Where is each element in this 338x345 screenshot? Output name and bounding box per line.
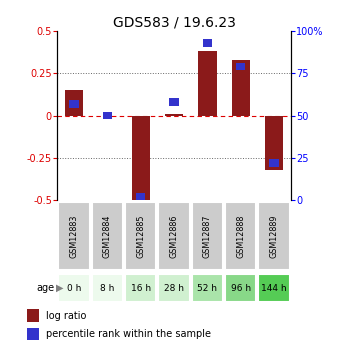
Bar — [65, 90, 83, 116]
FancyBboxPatch shape — [159, 202, 190, 270]
FancyBboxPatch shape — [92, 202, 123, 270]
Bar — [203, 39, 212, 47]
FancyBboxPatch shape — [225, 274, 256, 302]
Bar — [165, 114, 183, 116]
Text: 96 h: 96 h — [231, 284, 251, 293]
FancyBboxPatch shape — [192, 274, 223, 302]
Text: log ratio: log ratio — [46, 311, 86, 321]
Text: GSM12888: GSM12888 — [236, 215, 245, 258]
Bar — [69, 100, 79, 108]
Text: GSM12884: GSM12884 — [103, 215, 112, 258]
Text: GSM12885: GSM12885 — [136, 215, 145, 258]
FancyBboxPatch shape — [58, 202, 90, 270]
Text: GSM12887: GSM12887 — [203, 215, 212, 258]
Text: 8 h: 8 h — [100, 284, 115, 293]
FancyBboxPatch shape — [125, 274, 156, 302]
Bar — [131, 116, 150, 200]
Text: GSM12889: GSM12889 — [269, 215, 279, 258]
Bar — [136, 193, 145, 200]
Bar — [269, 159, 279, 167]
Bar — [198, 51, 217, 116]
Bar — [236, 63, 245, 70]
FancyBboxPatch shape — [92, 274, 123, 302]
Text: GSM12886: GSM12886 — [170, 215, 178, 258]
Text: 0 h: 0 h — [67, 284, 81, 293]
FancyBboxPatch shape — [125, 202, 156, 270]
Bar — [103, 112, 112, 119]
Bar — [169, 98, 179, 106]
Bar — [232, 60, 250, 116]
Bar — [27, 328, 39, 340]
Title: GDS583 / 19.6.23: GDS583 / 19.6.23 — [113, 16, 236, 30]
Text: 28 h: 28 h — [164, 284, 184, 293]
Text: age: age — [36, 283, 54, 293]
FancyBboxPatch shape — [258, 274, 290, 302]
FancyBboxPatch shape — [258, 202, 290, 270]
Text: percentile rank within the sample: percentile rank within the sample — [46, 329, 211, 339]
Text: GSM12883: GSM12883 — [70, 215, 79, 258]
FancyBboxPatch shape — [192, 202, 223, 270]
Bar — [27, 309, 39, 322]
Text: 16 h: 16 h — [131, 284, 151, 293]
Text: 144 h: 144 h — [261, 284, 287, 293]
Text: ▶: ▶ — [56, 283, 64, 293]
FancyBboxPatch shape — [159, 274, 190, 302]
Bar — [265, 116, 283, 170]
Text: 52 h: 52 h — [197, 284, 217, 293]
FancyBboxPatch shape — [58, 274, 90, 302]
FancyBboxPatch shape — [225, 202, 256, 270]
